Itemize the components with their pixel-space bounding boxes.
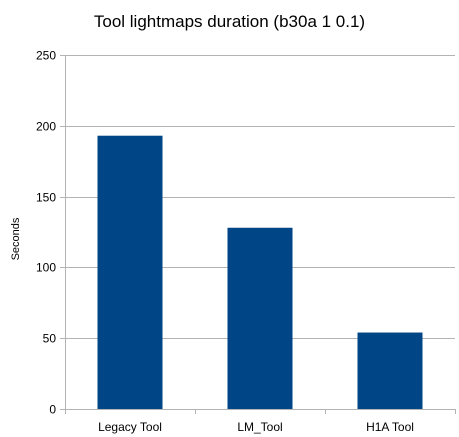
bar bbox=[97, 135, 163, 409]
y-tick-label: 50 bbox=[43, 332, 57, 346]
y-tick-label: 200 bbox=[36, 120, 56, 134]
x-tick-label: H1A Tool bbox=[366, 420, 414, 434]
y-tick-label: 0 bbox=[49, 403, 56, 417]
y-axis-title: Seconds bbox=[10, 217, 22, 260]
y-tick-label: 100 bbox=[36, 261, 56, 275]
bars bbox=[97, 135, 423, 409]
x-tick-labels: Legacy Tool LM_Tool H1A Tool bbox=[98, 420, 414, 434]
bar bbox=[227, 227, 293, 409]
axes bbox=[60, 55, 456, 414]
y-tick-label: 150 bbox=[36, 191, 56, 205]
y-tick-label: 250 bbox=[36, 49, 56, 63]
chart-title: Tool lightmaps duration (b30a 1 0.1) bbox=[94, 12, 365, 31]
bar bbox=[357, 332, 423, 409]
x-tick-label: LM_Tool bbox=[237, 420, 282, 434]
x-tick-label: Legacy Tool bbox=[98, 420, 162, 434]
y-tick-labels: 0 50 100 150 200 250 bbox=[36, 49, 56, 417]
